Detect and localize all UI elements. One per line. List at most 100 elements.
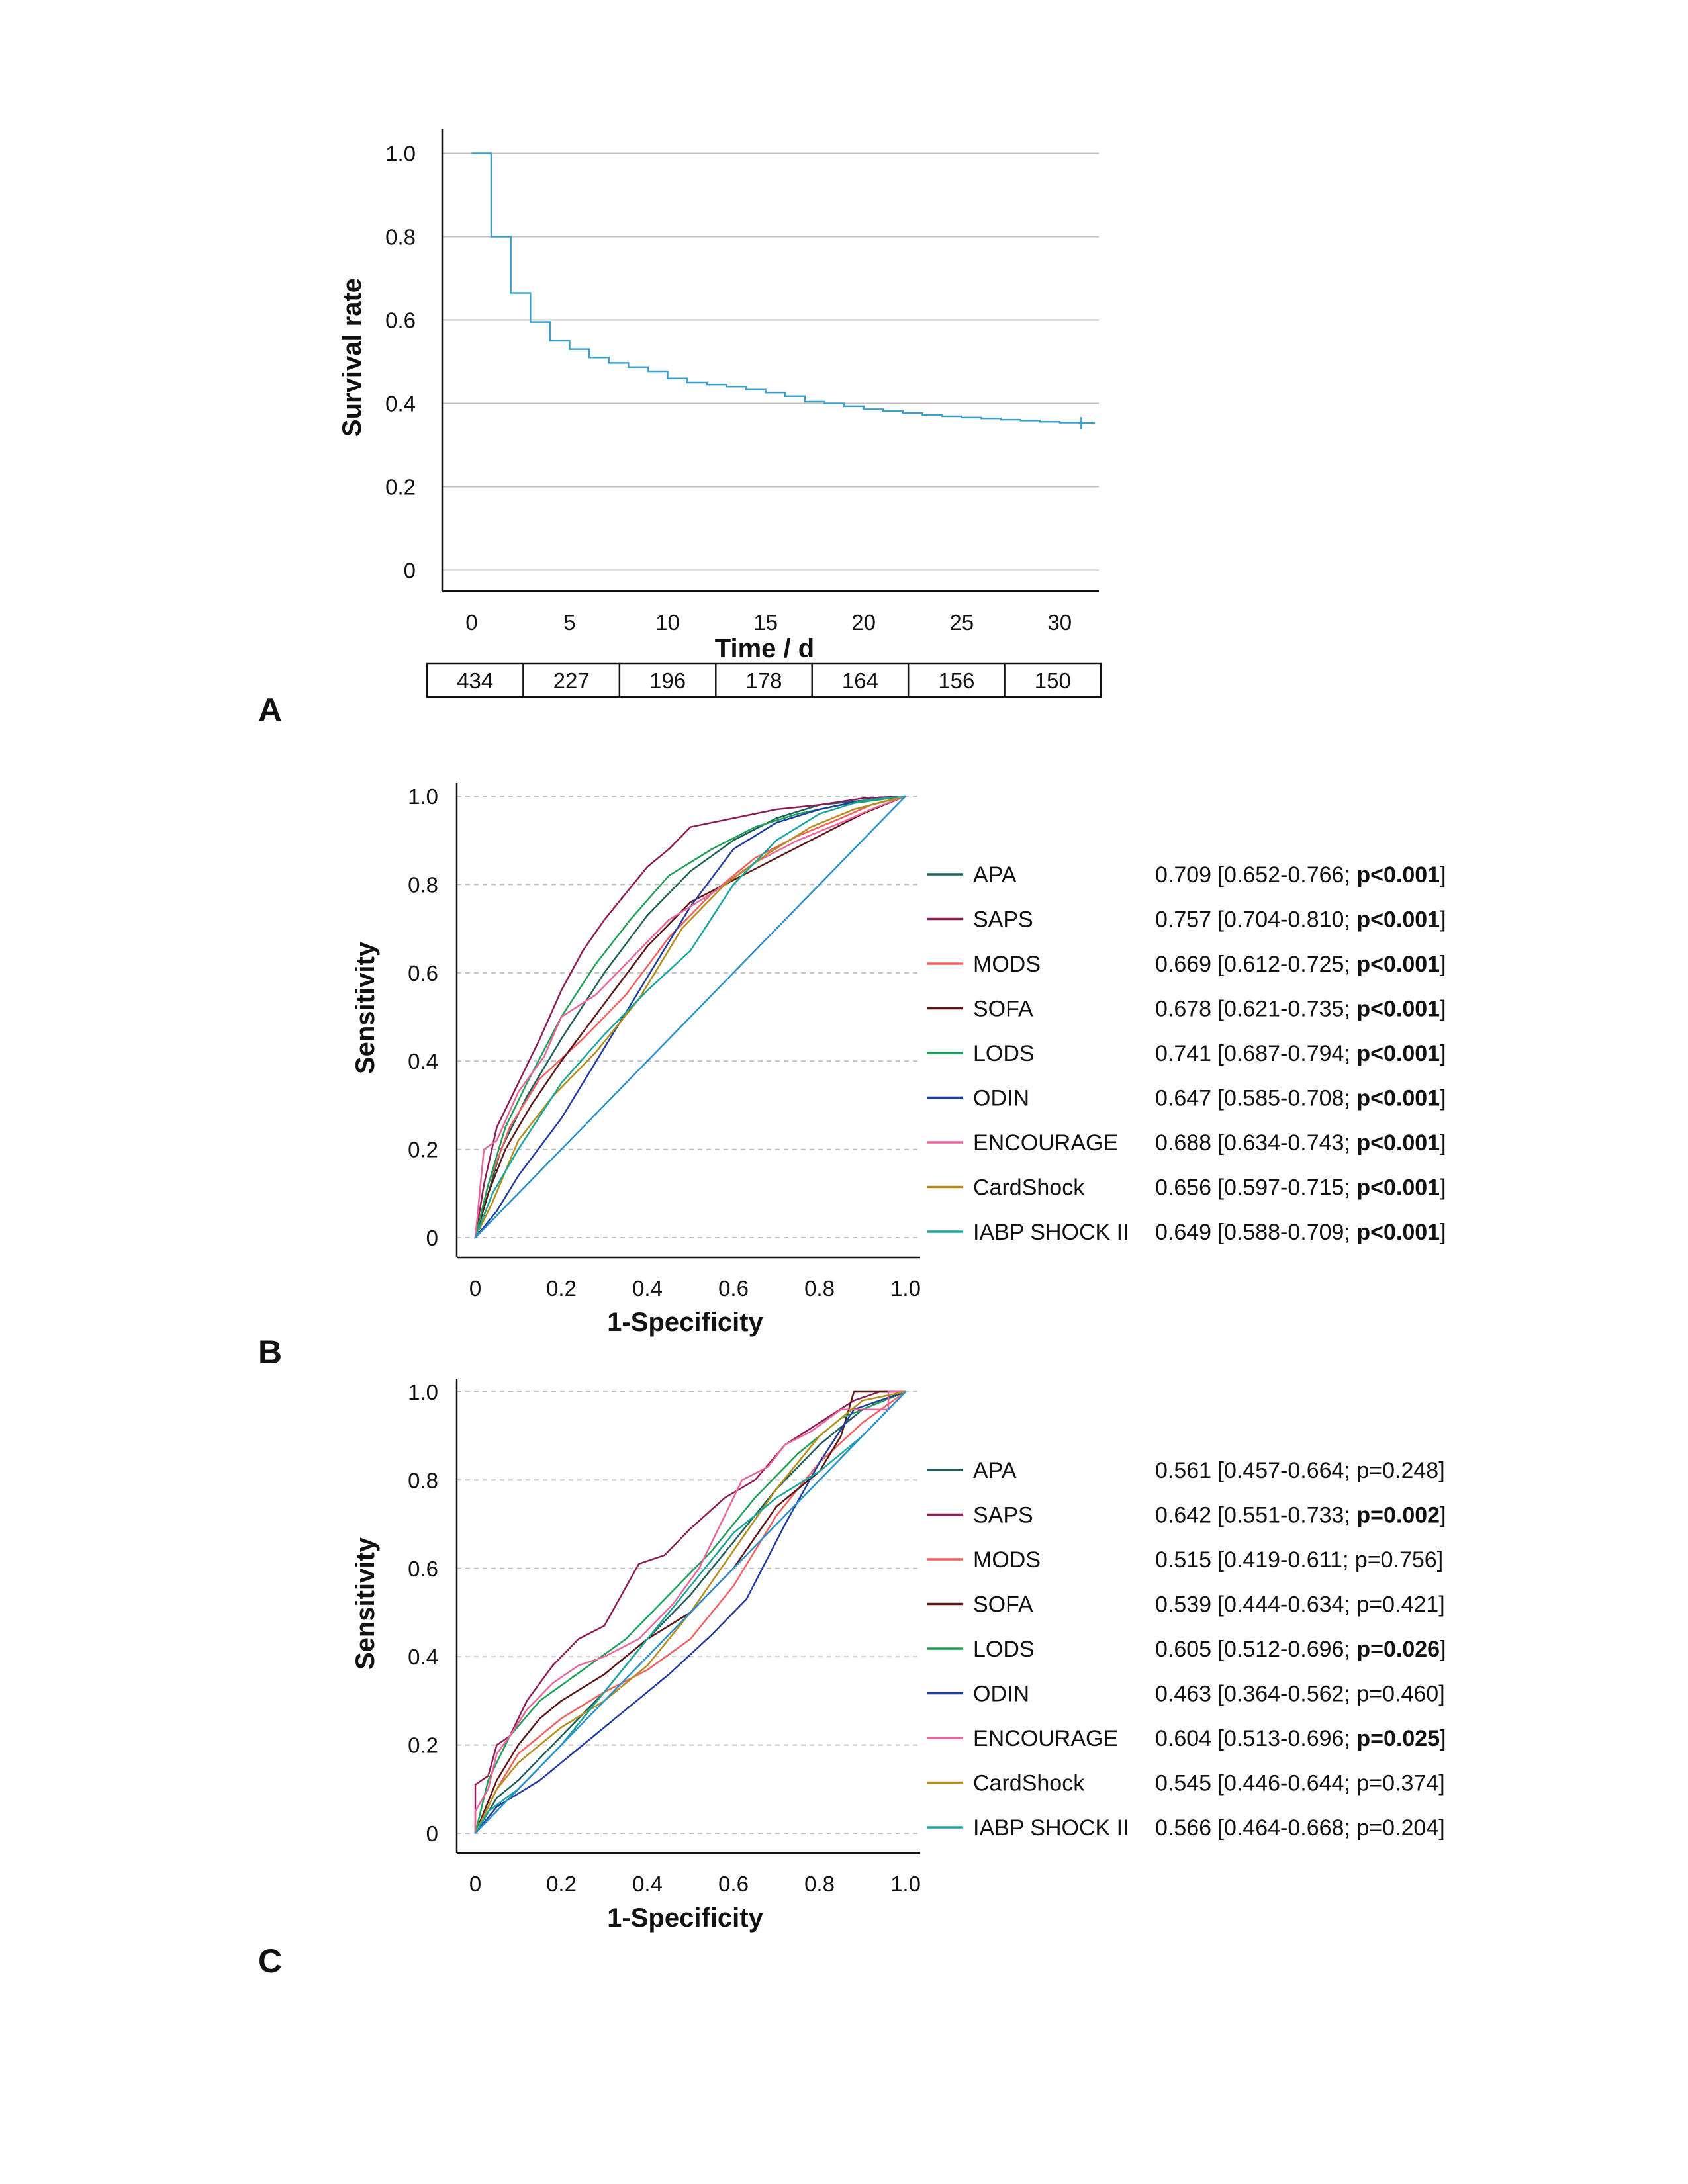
y-tick-label: 0.2 <box>408 1733 438 1758</box>
y-tick-label: 0.6 <box>408 961 438 985</box>
reference-diagonal <box>475 796 906 1238</box>
legend-label-saps: SAPS <box>973 907 1033 933</box>
stat-auc: 0.604 [0.513-0.696; <box>1155 1726 1356 1751</box>
stat-p-value: p<0.001 <box>1356 862 1440 887</box>
legend-stat-iabp-shock-ii: 0.649 [0.588-0.709; p<0.001] <box>1155 1220 1446 1245</box>
stat-bracket: ] <box>1440 862 1446 887</box>
stat-auc: 0.561 [0.457-0.664; <box>1155 1458 1356 1483</box>
y-tick-label: 0.4 <box>408 1645 438 1669</box>
legend-stat-saps: 0.642 [0.551-0.733; p=0.002] <box>1155 1503 1446 1528</box>
y-tick-label: 0.6 <box>385 308 416 333</box>
roc-curve-sofa <box>474 795 906 1238</box>
stat-auc: 0.566 [0.464-0.668; <box>1155 1815 1356 1841</box>
panel-label-b: B <box>258 1334 282 1371</box>
stat-p-value: p=0.025 <box>1356 1726 1440 1751</box>
roc-curve-apa <box>474 1390 906 1834</box>
chart-a-survival: 0 0.2 0.4 0.6 0.8 1.0 0 5 10 15 20 25 30 Time / d Surv… <box>338 129 1102 698</box>
x-axis-title: 1-Specificity <box>607 1903 763 1933</box>
risk-table-cell: 434 <box>457 668 493 693</box>
legend-label-odin: ODIN <box>973 1682 1029 1707</box>
roc-curve-sofa <box>474 1390 906 1834</box>
stat-bracket: ] <box>1438 1592 1444 1617</box>
roc-curve-iabp-shock-ii <box>474 795 906 1238</box>
x-tick-label: 1.0 <box>890 1872 921 1896</box>
stat-p-value: p<0.001 <box>1356 952 1440 977</box>
y-tick-label: 0.6 <box>408 1557 438 1581</box>
roc-curve-encourage <box>474 1390 906 1833</box>
legend-stat-mods: 0.669 [0.612-0.725; p<0.001] <box>1155 952 1446 977</box>
roc-curve-encourage <box>474 795 906 1238</box>
stat-auc: 0.656 [0.597-0.715; <box>1155 1175 1356 1201</box>
stat-p-value: p<0.001 <box>1356 1175 1440 1201</box>
stat-auc: 0.649 [0.588-0.709; <box>1155 1220 1356 1245</box>
stat-auc: 0.539 [0.444-0.634; <box>1155 1592 1356 1617</box>
stat-auc: 0.709 [0.652-0.766; <box>1155 862 1356 887</box>
stat-bracket: ] <box>1438 1458 1444 1483</box>
stat-p-value: p=0.204 <box>1356 1815 1438 1841</box>
legend-stat-apa: 0.561 [0.457-0.664; p=0.248] <box>1155 1458 1445 1483</box>
stat-auc: 0.545 [0.446-0.644; <box>1155 1771 1356 1796</box>
y-axis-title: Survival rate <box>338 278 367 437</box>
x-tick-label: 20 <box>851 610 876 635</box>
stat-bracket: ] <box>1438 1815 1444 1841</box>
legend-stat-apa: 0.709 [0.652-0.766; p<0.001] <box>1155 862 1446 887</box>
y-axis-title: Sensitivity <box>351 1537 380 1670</box>
panel-label-c: C <box>258 1942 282 1979</box>
stat-p-value: p<0.001 <box>1356 1220 1440 1245</box>
stat-bracket: ] <box>1440 907 1446 933</box>
y-tick-label: 1.0 <box>408 784 438 809</box>
legend-label-mods: MODS <box>973 1547 1041 1572</box>
x-axis-title: Time / d <box>715 634 814 663</box>
stat-p-value: p=0.421 <box>1356 1592 1438 1617</box>
stat-bracket: ] <box>1438 1771 1444 1796</box>
x-axis-title: 1-Specificity <box>607 1308 763 1337</box>
x-tick-label: 0 <box>469 1276 481 1300</box>
y-tick-label: 0.8 <box>408 1468 438 1492</box>
legend-stat-cardshock: 0.545 [0.446-0.644; p=0.374] <box>1155 1771 1445 1796</box>
x-tick-label: 15 <box>753 610 778 635</box>
legend-label-encourage: ENCOURAGE <box>973 1130 1118 1156</box>
stat-bracket: ] <box>1440 1130 1446 1156</box>
roc-curve-iabp-shock-ii <box>474 1391 906 1834</box>
stat-auc: 0.647 [0.585-0.708; <box>1155 1086 1356 1111</box>
y-tick-label: 0.4 <box>385 392 416 416</box>
stat-p-value: p=0.026 <box>1356 1637 1440 1662</box>
x-tick-label: 0.8 <box>804 1276 835 1300</box>
reference-diagonal <box>475 1391 906 1834</box>
x-tick-label: 5 <box>563 610 575 635</box>
stat-auc: 0.642 [0.551-0.733; <box>1155 1503 1356 1528</box>
roc-curve-cardshock <box>474 795 906 1238</box>
y-tick-label: 0.8 <box>408 872 438 897</box>
x-tick-label: 0.4 <box>632 1276 663 1300</box>
roc-curve-mods <box>474 795 906 1238</box>
x-tick-label: 0 <box>469 1872 481 1896</box>
risk-table-cell: 227 <box>553 668 590 693</box>
stat-p-value: p<0.001 <box>1356 907 1440 933</box>
stat-auc: 0.605 [0.512-0.696; <box>1155 1637 1356 1662</box>
y-axis-title: Sensitivity <box>351 941 380 1074</box>
legend-label-sofa: SOFA <box>973 997 1033 1022</box>
x-tick-label: 0.8 <box>804 1872 835 1896</box>
stat-p-value: p=0.460 <box>1356 1682 1438 1707</box>
y-tick-label: 1.0 <box>385 142 416 166</box>
stat-p-value: p=0.002 <box>1356 1503 1440 1528</box>
x-tick-label: 0.2 <box>546 1872 577 1896</box>
legend-label-cardshock: CardShock <box>973 1175 1085 1201</box>
x-tick-label: 0 <box>465 610 477 635</box>
stat-bracket: ] <box>1440 1726 1446 1751</box>
stat-bracket: ] <box>1440 1041 1446 1066</box>
x-tick-label: 30 <box>1047 610 1072 635</box>
y-tick-label: 0.2 <box>408 1138 438 1162</box>
stat-auc: 0.669 [0.612-0.725; <box>1155 952 1356 977</box>
legend-label-iabp-shock-ii: IABP SHOCK II <box>973 1220 1129 1245</box>
x-tick-label: 0.6 <box>718 1276 749 1300</box>
risk-table <box>426 662 1102 698</box>
legend-stat-iabp-shock-ii: 0.566 [0.464-0.668; p=0.204] <box>1155 1815 1445 1841</box>
stat-p-value: p<0.001 <box>1356 1130 1440 1156</box>
stat-auc: 0.757 [0.704-0.810; <box>1155 907 1356 933</box>
roc-curve-cardshock <box>474 1390 906 1834</box>
stat-bracket: ] <box>1438 1682 1444 1707</box>
chart-c-roc: 0 0.2 0.4 0.6 0.8 1.0 0 0.2 0.4 0.6 0.8 1.0 1-Specif… <box>351 1379 1446 1933</box>
stat-bracket: ] <box>1440 952 1446 977</box>
stat-p-value: p=0.756 <box>1355 1547 1437 1572</box>
